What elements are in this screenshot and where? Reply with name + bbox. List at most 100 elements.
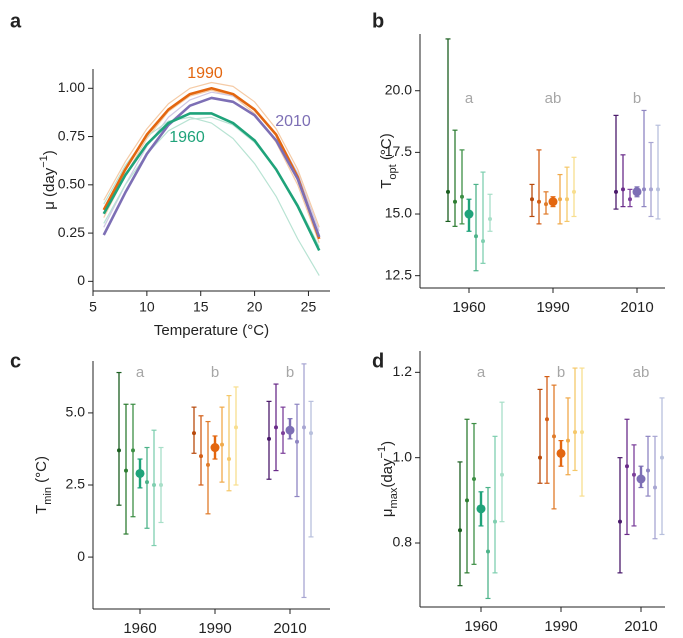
series-label: 1960 bbox=[169, 129, 205, 146]
point bbox=[309, 431, 313, 436]
point bbox=[646, 468, 650, 473]
y-label-part: min bbox=[42, 487, 54, 505]
point bbox=[544, 202, 548, 207]
x-label: Temperature (°C) bbox=[154, 322, 269, 339]
mean-point bbox=[636, 474, 646, 484]
point bbox=[538, 455, 542, 460]
point bbox=[558, 197, 562, 202]
point bbox=[474, 234, 478, 239]
point bbox=[145, 480, 149, 485]
point bbox=[572, 189, 576, 194]
point bbox=[465, 498, 469, 503]
y-tick-label: 0 bbox=[77, 548, 85, 564]
x-tick-label: 1990 bbox=[544, 618, 577, 635]
y-label-part: max bbox=[388, 487, 400, 508]
point bbox=[295, 439, 299, 444]
x-tick-label: 15 bbox=[193, 299, 209, 315]
panel-letter: c bbox=[10, 350, 21, 372]
y-tick-label: 12.5 bbox=[385, 266, 412, 282]
point bbox=[472, 477, 476, 481]
x-tick-label: 20 bbox=[247, 299, 263, 315]
y-tick-label: 0.50 bbox=[58, 176, 85, 192]
point bbox=[131, 448, 135, 453]
y-tick-label: 1.2 bbox=[393, 363, 413, 379]
point bbox=[573, 430, 577, 435]
point bbox=[632, 472, 636, 477]
x-tick-label: 1990 bbox=[536, 299, 569, 316]
y-label-part: −1 bbox=[376, 446, 388, 459]
group-letter: b bbox=[286, 364, 294, 381]
curve bbox=[103, 116, 320, 276]
point bbox=[621, 187, 625, 192]
point bbox=[234, 425, 238, 430]
y-label-part: μ (day bbox=[41, 167, 58, 209]
mean-point bbox=[548, 197, 558, 207]
mean-point bbox=[464, 209, 474, 219]
y-label: μmax(day−1) bbox=[376, 441, 400, 517]
point bbox=[642, 187, 646, 192]
point bbox=[192, 431, 196, 436]
y-label: Tmin (°C) bbox=[33, 456, 54, 514]
point bbox=[274, 425, 278, 430]
y-label-part: opt bbox=[387, 164, 399, 179]
mean-point bbox=[476, 504, 486, 514]
point bbox=[618, 519, 622, 524]
y-tick-label: 20.0 bbox=[385, 81, 412, 97]
x-tick-label: 25 bbox=[301, 299, 317, 315]
y-tick-label: 0.25 bbox=[58, 224, 85, 240]
x-tick-label: 5 bbox=[89, 299, 97, 315]
point bbox=[656, 187, 660, 192]
y-label-part: T bbox=[378, 180, 395, 189]
y-label: Topt (°C) bbox=[378, 133, 399, 188]
group-letter: a bbox=[477, 364, 486, 381]
mean-point bbox=[285, 425, 295, 435]
group-letter: a bbox=[465, 90, 474, 107]
curve bbox=[102, 96, 321, 238]
x-tick-label: 1960 bbox=[123, 620, 156, 637]
point bbox=[614, 189, 618, 194]
y-tick-label: 5.0 bbox=[66, 404, 86, 420]
point bbox=[653, 485, 657, 490]
point bbox=[566, 438, 570, 443]
point bbox=[552, 434, 556, 439]
point bbox=[227, 457, 231, 462]
mean-point bbox=[210, 443, 220, 453]
panel-letter: d bbox=[372, 350, 384, 372]
x-tick-label: 1960 bbox=[464, 618, 497, 635]
point bbox=[281, 431, 285, 436]
y-tick-label: 17.5 bbox=[385, 143, 412, 159]
point bbox=[565, 197, 569, 202]
point bbox=[628, 197, 632, 202]
mean-point bbox=[135, 468, 145, 478]
point bbox=[649, 187, 653, 192]
y-tick-label: 0 bbox=[77, 272, 85, 288]
mean-point bbox=[556, 448, 566, 458]
point bbox=[500, 472, 504, 477]
point bbox=[117, 448, 121, 453]
curve bbox=[103, 89, 320, 243]
y-label-part: μ bbox=[379, 508, 396, 517]
y-tick-label: 1.00 bbox=[58, 79, 85, 95]
point bbox=[486, 549, 490, 554]
point bbox=[199, 454, 203, 459]
point bbox=[159, 483, 163, 487]
point bbox=[493, 519, 497, 524]
point bbox=[580, 430, 584, 435]
point bbox=[460, 194, 464, 199]
point bbox=[530, 197, 534, 202]
y-tick-label: 0.8 bbox=[393, 534, 413, 550]
point bbox=[267, 436, 271, 441]
mean-point bbox=[632, 187, 642, 197]
y-tick-label: 15.0 bbox=[385, 205, 412, 221]
y-label-part: (°C) bbox=[378, 133, 395, 164]
group-letter: b bbox=[557, 364, 565, 381]
point bbox=[458, 528, 462, 533]
point bbox=[481, 239, 485, 244]
y-label-part: (day bbox=[379, 458, 396, 488]
y-label-part: ) bbox=[379, 441, 396, 446]
point bbox=[545, 417, 549, 422]
point bbox=[206, 462, 210, 467]
point bbox=[488, 216, 492, 221]
y-label-part: T bbox=[33, 505, 50, 514]
